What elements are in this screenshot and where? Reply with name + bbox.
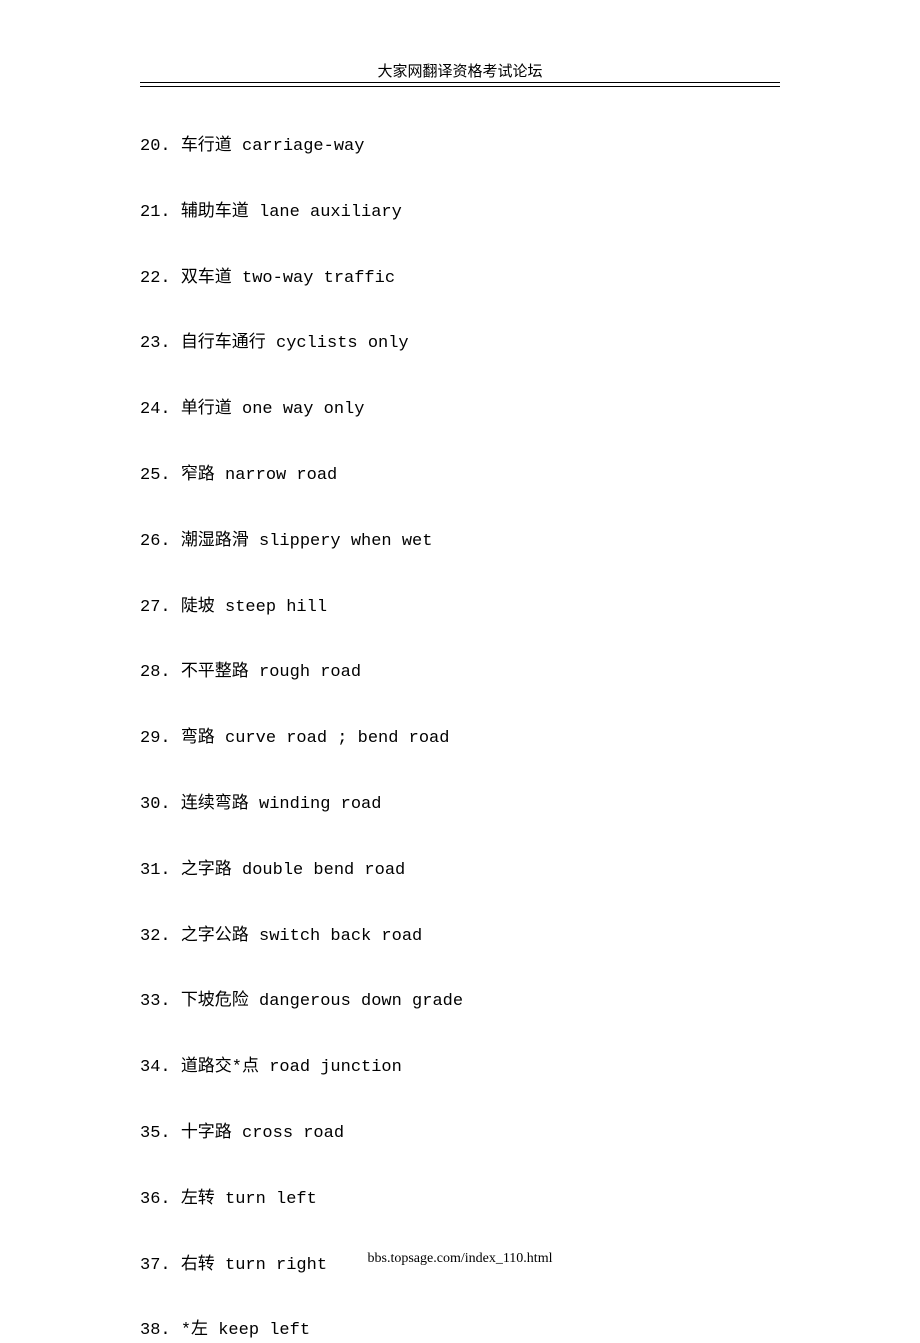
list-item: 22. 双车道 two-way traffic (140, 267, 780, 291)
item-number: 35. (140, 1124, 171, 1143)
item-number: 30. (140, 795, 171, 814)
list-item: 29. 弯路 curve road ; bend road (140, 727, 780, 751)
item-number: 38. (140, 1321, 171, 1340)
page-footer: bbs.topsage.com/index_110.html (0, 1251, 920, 1267)
header-title: 大家网翻译资格考试论坛 (377, 64, 542, 80)
item-text: 窄路 narrow road (181, 466, 337, 485)
list-item: 20. 车行道 carriage-way (140, 135, 780, 159)
item-number: 23. (140, 334, 171, 353)
item-number: 31. (140, 861, 171, 880)
list-item: 26. 潮湿路滑 slippery when wet (140, 530, 780, 554)
item-text: 陡坡 steep hill (181, 598, 327, 617)
list-item: 30. 连续弯路 winding road (140, 793, 780, 817)
item-number: 28. (140, 663, 171, 682)
item-text: 之字公路 switch back road (181, 927, 422, 946)
item-text: 弯路 curve road ; bend road (181, 729, 450, 748)
list-item: 21. 辅助车道 lane auxiliary (140, 201, 780, 225)
list-item: 31. 之字路 double bend road (140, 859, 780, 883)
item-text: 车行道 carriage-way (181, 137, 365, 156)
item-text: 双车道 two-way traffic (181, 269, 395, 288)
item-number: 36. (140, 1190, 171, 1209)
list-item: 35. 十字路 cross road (140, 1122, 780, 1146)
list-item: 32. 之字公路 switch back road (140, 925, 780, 949)
content-list: 20. 车行道 carriage-way 21. 辅助车道 lane auxil… (140, 135, 780, 1343)
list-item: 28. 不平整路 rough road (140, 661, 780, 685)
item-text: 连续弯路 winding road (181, 795, 382, 814)
item-number: 32. (140, 927, 171, 946)
item-text: 单行道 one way only (181, 400, 365, 419)
item-text: 道路交*点 road junction (181, 1058, 402, 1077)
item-number: 26. (140, 532, 171, 551)
item-text: 左转 turn left (181, 1190, 317, 1209)
item-number: 27. (140, 598, 171, 617)
item-number: 20. (140, 137, 171, 156)
list-item: 24. 单行道 one way only (140, 398, 780, 422)
item-text: 自行车通行 cyclists only (181, 334, 409, 353)
list-item: 34. 道路交*点 road junction (140, 1056, 780, 1080)
item-text: 辅助车道 lane auxiliary (181, 203, 402, 222)
item-number: 22. (140, 269, 171, 288)
item-number: 34. (140, 1058, 171, 1077)
item-number: 25. (140, 466, 171, 485)
item-text: 潮湿路滑 slippery when wet (181, 532, 433, 551)
item-number: 21. (140, 203, 171, 222)
item-text: 下坡危险 dangerous down grade (181, 992, 463, 1011)
list-item: 27. 陡坡 steep hill (140, 596, 780, 620)
list-item: 36. 左转 turn left (140, 1188, 780, 1212)
item-text: 十字路 cross road (181, 1124, 344, 1143)
page: 大家网翻译资格考试论坛 20. 车行道 carriage-way 21. 辅助车… (0, 0, 920, 1302)
footer-url: bbs.topsage.com/index_110.html (368, 1251, 553, 1266)
list-item: 38. *左 keep left (140, 1319, 780, 1343)
item-number: 33. (140, 992, 171, 1011)
item-text: *左 keep left (181, 1321, 310, 1340)
list-item: 25. 窄路 narrow road (140, 464, 780, 488)
item-text: 之字路 double bend road (181, 861, 405, 880)
item-number: 29. (140, 729, 171, 748)
item-number: 24. (140, 400, 171, 419)
list-item: 23. 自行车通行 cyclists only (140, 332, 780, 356)
page-header: 大家网翻译资格考试论坛 (140, 60, 780, 87)
list-item: 33. 下坡危险 dangerous down grade (140, 990, 780, 1014)
item-text: 不平整路 rough road (181, 663, 361, 682)
